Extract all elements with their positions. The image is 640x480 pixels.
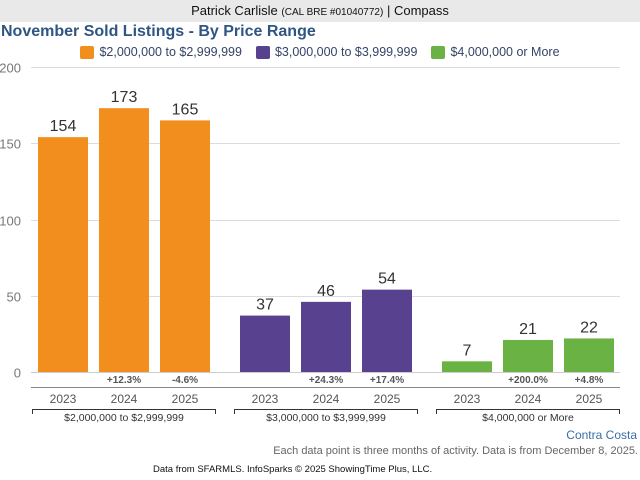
group-label: $2,000,000 to $2,999,999	[64, 412, 184, 424]
x-tick-label: 2024	[111, 392, 138, 406]
x-tick-label: 2025	[374, 392, 401, 406]
change-label: +12.3%	[107, 375, 141, 386]
x-tick-label: 2024	[515, 392, 542, 406]
bar-value-label: 154	[50, 118, 77, 135]
x-tick-label: 2025	[172, 392, 199, 406]
x-tick-label: 2023	[252, 392, 279, 406]
bar-value-label: 173	[111, 89, 138, 106]
bar	[240, 315, 290, 372]
data-note: Each data point is three months of activ…	[273, 445, 638, 457]
x-tick-label: 2023	[454, 392, 481, 406]
group-bracket	[32, 409, 216, 414]
bar-value-label: 22	[580, 319, 598, 336]
legend-label: $3,000,000 to $3,999,999	[274, 45, 418, 59]
change-label: +17.4%	[370, 375, 404, 386]
header-separator: |	[386, 3, 391, 18]
change-label: +24.3%	[309, 375, 343, 386]
bar	[160, 120, 210, 372]
change-label: +4.8%	[575, 375, 604, 386]
agent-name: Patrick Carlisle	[191, 3, 278, 18]
legend-item-2m-3m[interactable]: $2,000,000 to $2,999,999	[80, 45, 242, 59]
x-tick-label: 2025	[576, 392, 603, 406]
bar	[442, 361, 492, 372]
group-bracket	[436, 409, 620, 414]
group-label: $4,000,000 or More	[482, 412, 574, 424]
company-name: Compass	[393, 3, 449, 18]
x-tick-label: 2024	[313, 392, 340, 406]
group-label: $3,000,000 to $3,999,999	[266, 412, 386, 424]
legend-label: $2,000,000 to $2,999,999	[99, 45, 242, 59]
bar-chart: 0 50 100 150 200 154 2023 173 +12.3% 2024 165 -4.6%…	[0, 61, 620, 424]
bar-value-label: 165	[172, 101, 199, 118]
legend-swatch	[255, 45, 270, 59]
bar	[362, 289, 412, 372]
x-tick-label: 2023	[50, 392, 77, 406]
agent-header-bar: Patrick Carlisle (CAL BRE #01040772) | C…	[0, 0, 640, 22]
group-bracket	[234, 409, 418, 414]
agent-license: (CAL BRE #01040772)	[281, 7, 384, 18]
bar-value-label: 46	[317, 283, 335, 300]
y-tick-label: 50	[7, 290, 21, 305]
region-label[interactable]: Contra Costa	[566, 428, 637, 442]
bar	[301, 301, 351, 372]
bar-value-label: 37	[256, 297, 274, 314]
bar-value-label: 21	[519, 321, 537, 338]
y-tick-label: 200	[0, 61, 21, 76]
legend-item-3m-4m[interactable]: $3,000,000 to $3,999,999	[255, 45, 418, 59]
legend-label: $4,000,000 or More	[450, 45, 560, 59]
bar	[503, 339, 553, 372]
data-source: Data from SFARMLS. InfoSparks © 2025 Sho…	[153, 464, 433, 475]
change-label: +200.0%	[508, 375, 548, 386]
legend-swatch	[431, 45, 446, 59]
bar-value-label: 54	[378, 271, 396, 288]
y-tick-label: 100	[0, 214, 21, 229]
chart-legend: $2,000,000 to $2,999,999 $3,000,000 to $…	[0, 45, 640, 59]
y-tick-label: 150	[0, 137, 21, 152]
bar	[99, 108, 149, 373]
legend-swatch	[80, 45, 95, 59]
chart-title: November Sold Listings - By Price Range	[1, 23, 316, 40]
bar	[38, 137, 88, 372]
bar-value-label: 7	[463, 342, 472, 359]
y-tick-label: 0	[14, 366, 21, 381]
change-label: -4.6%	[172, 375, 198, 386]
legend-item-4m-plus[interactable]: $4,000,000 or More	[431, 45, 560, 59]
bar	[564, 338, 614, 372]
